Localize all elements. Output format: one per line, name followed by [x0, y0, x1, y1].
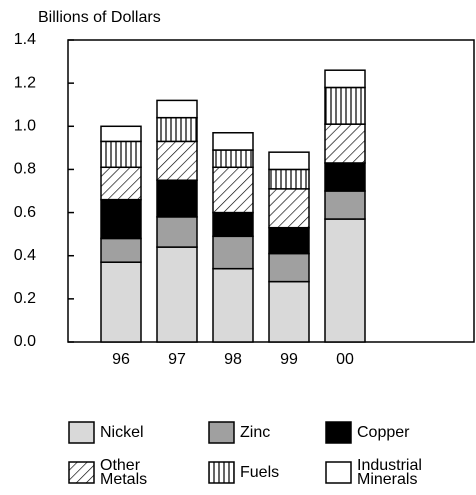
legend-swatch-box	[325, 461, 352, 484]
legend-swatch	[68, 461, 95, 484]
bar-segment	[100, 140, 142, 169]
bar-segment	[324, 123, 366, 164]
legend-swatch	[208, 461, 235, 484]
bar-segment	[212, 235, 254, 270]
x-tick-label: 98	[224, 351, 242, 368]
bar-segment	[156, 246, 198, 343]
bar-segment	[268, 151, 310, 171]
legend-label: Industrial Minerals	[357, 457, 422, 488]
bar-segment	[156, 116, 198, 143]
legend-item: Copper	[325, 418, 417, 448]
legend-swatch-box	[68, 421, 95, 444]
legend-swatch-box	[208, 461, 235, 484]
y-tick-label: 0.0	[14, 333, 36, 350]
legend-item: Industrial Minerals	[325, 457, 422, 488]
y-tick-label: 1.2	[14, 74, 36, 91]
y-axis-label: Billions of Dollars	[38, 9, 161, 26]
legend-label: Other Metals	[100, 457, 148, 488]
legend-item: Nickel	[68, 418, 160, 448]
bar-segment	[324, 218, 366, 343]
y-tick-label: 1.4	[14, 31, 36, 48]
x-tick-label: 00	[336, 351, 354, 368]
x-tick-label: 97	[168, 351, 186, 368]
bar-segment	[156, 179, 198, 218]
x-tick-label: 99	[280, 351, 298, 368]
legend-item: Zinc	[208, 418, 300, 448]
legend-label: Copper	[357, 424, 410, 441]
bar-segment	[324, 162, 366, 192]
bar-segment	[212, 132, 254, 151]
legend-item: Other Metals	[68, 458, 160, 488]
bar-segment	[156, 99, 198, 119]
legend-swatch-box	[325, 421, 352, 444]
legend-swatch	[325, 461, 352, 484]
legend-swatch	[325, 421, 352, 444]
bar-segment	[212, 166, 254, 214]
bar-segment	[268, 280, 310, 343]
legend-swatch-box	[208, 421, 235, 444]
bar-segment	[268, 168, 310, 190]
chart: Billions of Dollars 0.0 0.2 0.4 0.6 0.8 1.0 1.…	[14, 9, 475, 368]
y-tick-label: 0.2	[14, 290, 36, 307]
y-tick-label: 0.6	[14, 204, 36, 221]
bar-segment	[156, 140, 198, 181]
bar-segment	[324, 69, 366, 89]
bar-segment	[268, 252, 310, 283]
y-tick-label: 0.4	[14, 247, 36, 264]
bar-segment	[100, 166, 142, 201]
bar-segment	[212, 149, 254, 169]
legend-swatch-box	[68, 461, 95, 484]
legend-label: Zinc	[240, 424, 271, 441]
bar-segment	[100, 237, 142, 263]
bar-segment	[100, 198, 142, 240]
legend-swatch	[208, 421, 235, 444]
bar-segment	[212, 211, 254, 238]
y-tick-label: 1.0	[14, 118, 36, 135]
legend-label: Nickel	[100, 424, 144, 441]
x-tick-label: 96	[112, 351, 130, 368]
bar-segment	[100, 125, 142, 143]
bar-segment	[268, 226, 310, 255]
bar-segment	[268, 188, 310, 229]
bar-segment	[212, 267, 254, 343]
bar-segment	[324, 190, 366, 220]
legend-item: Fuels	[208, 458, 300, 488]
legend-swatch	[68, 421, 95, 444]
legend-label: Fuels	[240, 464, 280, 481]
y-tick-label: 0.8	[14, 161, 36, 178]
bar-segment	[324, 86, 366, 125]
bar-segment	[100, 261, 142, 343]
bar-segment	[156, 216, 198, 248]
